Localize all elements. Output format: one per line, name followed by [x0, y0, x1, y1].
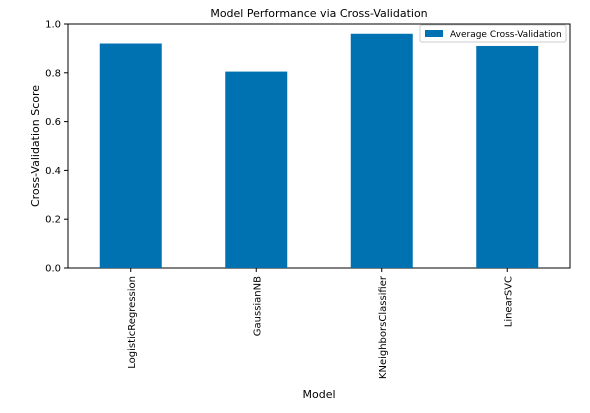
- legend-label: Average Cross-Validation: [450, 30, 562, 40]
- y-axis-label: Cross-Validation Score: [29, 85, 42, 207]
- y-tick-label: 0.8: [45, 68, 61, 79]
- y-tick-label: 0.6: [45, 117, 61, 128]
- legend: Average Cross-Validation: [419, 24, 567, 43]
- x-axis-label: Model: [302, 388, 335, 401]
- legend-swatch: [425, 30, 443, 37]
- x-tick-label: GaussianNB: [252, 276, 263, 336]
- y-axis: 0.0 0.2 0.4 0.6 0.8 1.0: [45, 20, 68, 275]
- bars-group: [99, 33, 539, 269]
- x-tick-label: KNeighborsClassifier: [378, 275, 389, 379]
- bar-LogisticRegression: [99, 43, 162, 268]
- plot-frame: [67, 23, 571, 269]
- chart-title: Model Performance via Cross-Validation: [210, 7, 427, 20]
- y-tick-label: 1.0: [45, 20, 61, 31]
- x-tick-label: LinearSVC: [503, 276, 514, 327]
- bar-KNeighborsClassifier: [350, 33, 413, 269]
- y-tick-label: 0.0: [45, 264, 61, 275]
- x-axis: LogisticRegression GaussianNB KNeighborsCl…: [127, 268, 514, 379]
- x-tick-label: LogisticRegression: [127, 276, 138, 369]
- bar-GaussianNB: [225, 71, 288, 268]
- y-tick-label: 0.4: [45, 166, 61, 177]
- y-tick-label: 0.2: [45, 215, 61, 226]
- legend-box: [419, 24, 567, 43]
- bar-LinearSVC: [476, 45, 539, 269]
- plot-area: [67, 23, 571, 269]
